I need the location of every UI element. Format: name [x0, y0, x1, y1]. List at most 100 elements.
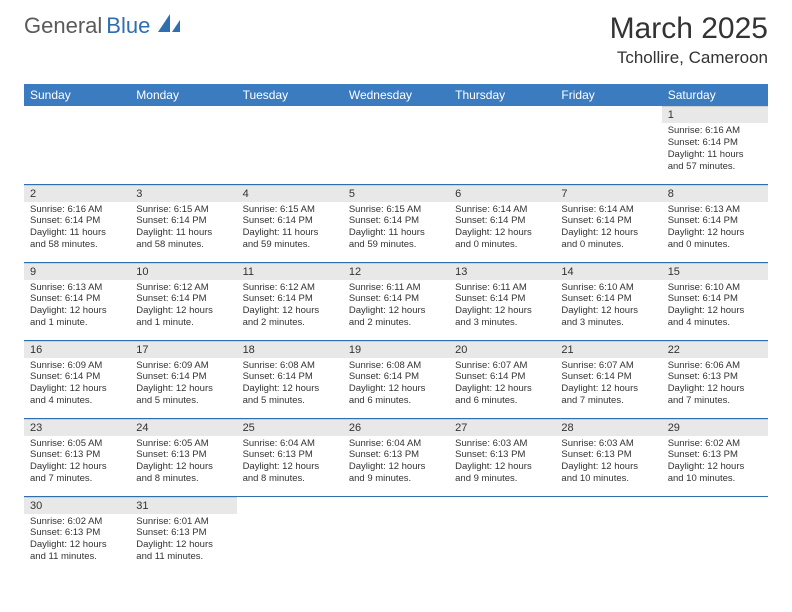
daylight-text: Daylight: 11 hours and 57 minutes.: [668, 149, 762, 173]
day-number: 25: [237, 419, 343, 436]
brand-logo: GeneralBlue: [24, 12, 182, 39]
sunset-text: Sunset: 6:14 PM: [136, 371, 230, 383]
sunrise-text: Sunrise: 6:06 AM: [668, 360, 762, 372]
day-cell: [343, 106, 449, 184]
day-cell: 10Sunrise: 6:12 AMSunset: 6:14 PMDayligh…: [130, 262, 236, 340]
day-details: Sunrise: 6:14 AMSunset: 6:14 PMDaylight:…: [449, 202, 555, 256]
day-cell: 24Sunrise: 6:05 AMSunset: 6:13 PMDayligh…: [130, 418, 236, 496]
sunrise-text: Sunrise: 6:04 AM: [243, 438, 337, 450]
day-cell: 15Sunrise: 6:10 AMSunset: 6:14 PMDayligh…: [662, 262, 768, 340]
sunrise-text: Sunrise: 6:05 AM: [136, 438, 230, 450]
day-number: 8: [662, 185, 768, 202]
daylight-text: Daylight: 12 hours and 2 minutes.: [243, 305, 337, 329]
weekday-header-row: Sunday Monday Tuesday Wednesday Thursday…: [24, 84, 768, 106]
daylight-text: Daylight: 11 hours and 59 minutes.: [243, 227, 337, 251]
daylight-text: Daylight: 12 hours and 9 minutes.: [455, 461, 549, 485]
sunrise-text: Sunrise: 6:11 AM: [455, 282, 549, 294]
daylight-text: Daylight: 12 hours and 4 minutes.: [30, 383, 124, 407]
week-row: 30Sunrise: 6:02 AMSunset: 6:13 PMDayligh…: [24, 496, 768, 574]
weekday-header: Thursday: [449, 84, 555, 106]
sunrise-text: Sunrise: 6:08 AM: [349, 360, 443, 372]
sunset-text: Sunset: 6:13 PM: [30, 527, 124, 539]
sunset-text: Sunset: 6:14 PM: [668, 137, 762, 149]
day-details: Sunrise: 6:08 AMSunset: 6:14 PMDaylight:…: [237, 358, 343, 412]
day-details: Sunrise: 6:15 AMSunset: 6:14 PMDaylight:…: [343, 202, 449, 256]
sunset-text: Sunset: 6:14 PM: [30, 371, 124, 383]
day-number: 22: [662, 341, 768, 358]
week-row: 23Sunrise: 6:05 AMSunset: 6:13 PMDayligh…: [24, 418, 768, 496]
day-details: Sunrise: 6:04 AMSunset: 6:13 PMDaylight:…: [343, 436, 449, 490]
day-cell: 13Sunrise: 6:11 AMSunset: 6:14 PMDayligh…: [449, 262, 555, 340]
day-cell: 14Sunrise: 6:10 AMSunset: 6:14 PMDayligh…: [555, 262, 661, 340]
day-number: 24: [130, 419, 236, 436]
weekday-header: Sunday: [24, 84, 130, 106]
day-details: Sunrise: 6:15 AMSunset: 6:14 PMDaylight:…: [237, 202, 343, 256]
sunset-text: Sunset: 6:14 PM: [561, 215, 655, 227]
sunrise-text: Sunrise: 6:15 AM: [349, 204, 443, 216]
daylight-text: Daylight: 12 hours and 6 minutes.: [455, 383, 549, 407]
day-number: 27: [449, 419, 555, 436]
day-cell: 17Sunrise: 6:09 AMSunset: 6:14 PMDayligh…: [130, 340, 236, 418]
day-cell: 7Sunrise: 6:14 AMSunset: 6:14 PMDaylight…: [555, 184, 661, 262]
day-details: Sunrise: 6:13 AMSunset: 6:14 PMDaylight:…: [24, 280, 130, 334]
day-details: Sunrise: 6:07 AMSunset: 6:14 PMDaylight:…: [555, 358, 661, 412]
day-number: 21: [555, 341, 661, 358]
daylight-text: Daylight: 12 hours and 6 minutes.: [349, 383, 443, 407]
sunset-text: Sunset: 6:14 PM: [668, 215, 762, 227]
day-cell: 12Sunrise: 6:11 AMSunset: 6:14 PMDayligh…: [343, 262, 449, 340]
day-details: Sunrise: 6:09 AMSunset: 6:14 PMDaylight:…: [130, 358, 236, 412]
sunset-text: Sunset: 6:13 PM: [136, 527, 230, 539]
sunset-text: Sunset: 6:13 PM: [349, 449, 443, 461]
sunrise-text: Sunrise: 6:03 AM: [455, 438, 549, 450]
day-number: 3: [130, 185, 236, 202]
day-cell: 16Sunrise: 6:09 AMSunset: 6:14 PMDayligh…: [24, 340, 130, 418]
sunset-text: Sunset: 6:14 PM: [668, 293, 762, 305]
day-cell: 1 Sunrise: 6:16 AMSunset: 6:14 PMDaylight…: [662, 106, 768, 184]
daylight-text: Daylight: 12 hours and 0 minutes.: [561, 227, 655, 251]
sunrise-text: Sunrise: 6:12 AM: [136, 282, 230, 294]
day-details: Sunrise: 6:09 AMSunset: 6:14 PMDaylight:…: [24, 358, 130, 412]
daylight-text: Daylight: 12 hours and 8 minutes.: [243, 461, 337, 485]
sunset-text: Sunset: 6:13 PM: [668, 371, 762, 383]
sunrise-text: Sunrise: 6:13 AM: [30, 282, 124, 294]
daylight-text: Daylight: 12 hours and 11 minutes.: [30, 539, 124, 563]
day-number: 9: [24, 263, 130, 280]
sunset-text: Sunset: 6:14 PM: [455, 293, 549, 305]
daylight-text: Daylight: 12 hours and 0 minutes.: [668, 227, 762, 251]
daylight-text: Daylight: 12 hours and 3 minutes.: [455, 305, 549, 329]
day-number: 7: [555, 185, 661, 202]
sunrise-text: Sunrise: 6:03 AM: [561, 438, 655, 450]
sunrise-text: Sunrise: 6:02 AM: [30, 516, 124, 528]
day-number: 10: [130, 263, 236, 280]
daylight-text: Daylight: 12 hours and 5 minutes.: [136, 383, 230, 407]
day-details: Sunrise: 6:05 AMSunset: 6:13 PMDaylight:…: [24, 436, 130, 490]
sunrise-text: Sunrise: 6:08 AM: [243, 360, 337, 372]
day-details: Sunrise: 6:10 AMSunset: 6:14 PMDaylight:…: [662, 280, 768, 334]
day-cell: [237, 106, 343, 184]
day-number: 1: [662, 106, 768, 123]
day-cell: [130, 106, 236, 184]
sunset-text: Sunset: 6:14 PM: [243, 371, 337, 383]
month-title: March 2025: [610, 12, 768, 46]
sunset-text: Sunset: 6:14 PM: [561, 293, 655, 305]
day-number: 29: [662, 419, 768, 436]
day-cell: [237, 496, 343, 574]
sunset-text: Sunset: 6:14 PM: [455, 371, 549, 383]
daylight-text: Daylight: 12 hours and 5 minutes.: [243, 383, 337, 407]
daylight-text: Daylight: 12 hours and 2 minutes.: [349, 305, 443, 329]
calendar-body: 1Sunrise: 6:16 AMSunset: 6:14 PMDaylight…: [24, 106, 768, 574]
sunset-text: Sunset: 6:14 PM: [561, 371, 655, 383]
day-cell: 25 Sunrise: 6:04 AMSunset: 6:13 PMDayligh…: [237, 418, 343, 496]
day-number: 14: [555, 263, 661, 280]
sunset-text: Sunset: 6:13 PM: [455, 449, 549, 461]
sunset-text: Sunset: 6:13 PM: [243, 449, 337, 461]
weekday-header: Saturday: [662, 84, 768, 106]
day-number: 26: [343, 419, 449, 436]
day-cell: 5Sunrise: 6:15 AMSunset: 6:14 PMDaylight…: [343, 184, 449, 262]
day-number: 17: [130, 341, 236, 358]
sunset-text: Sunset: 6:14 PM: [136, 293, 230, 305]
day-details: Sunrise: 6:03 AMSunset: 6:13 PMDaylight:…: [555, 436, 661, 490]
day-cell: [555, 496, 661, 574]
sunrise-text: Sunrise: 6:16 AM: [668, 125, 762, 137]
day-details: Sunrise: 6:12 AMSunset: 6:14 PMDaylight:…: [237, 280, 343, 334]
